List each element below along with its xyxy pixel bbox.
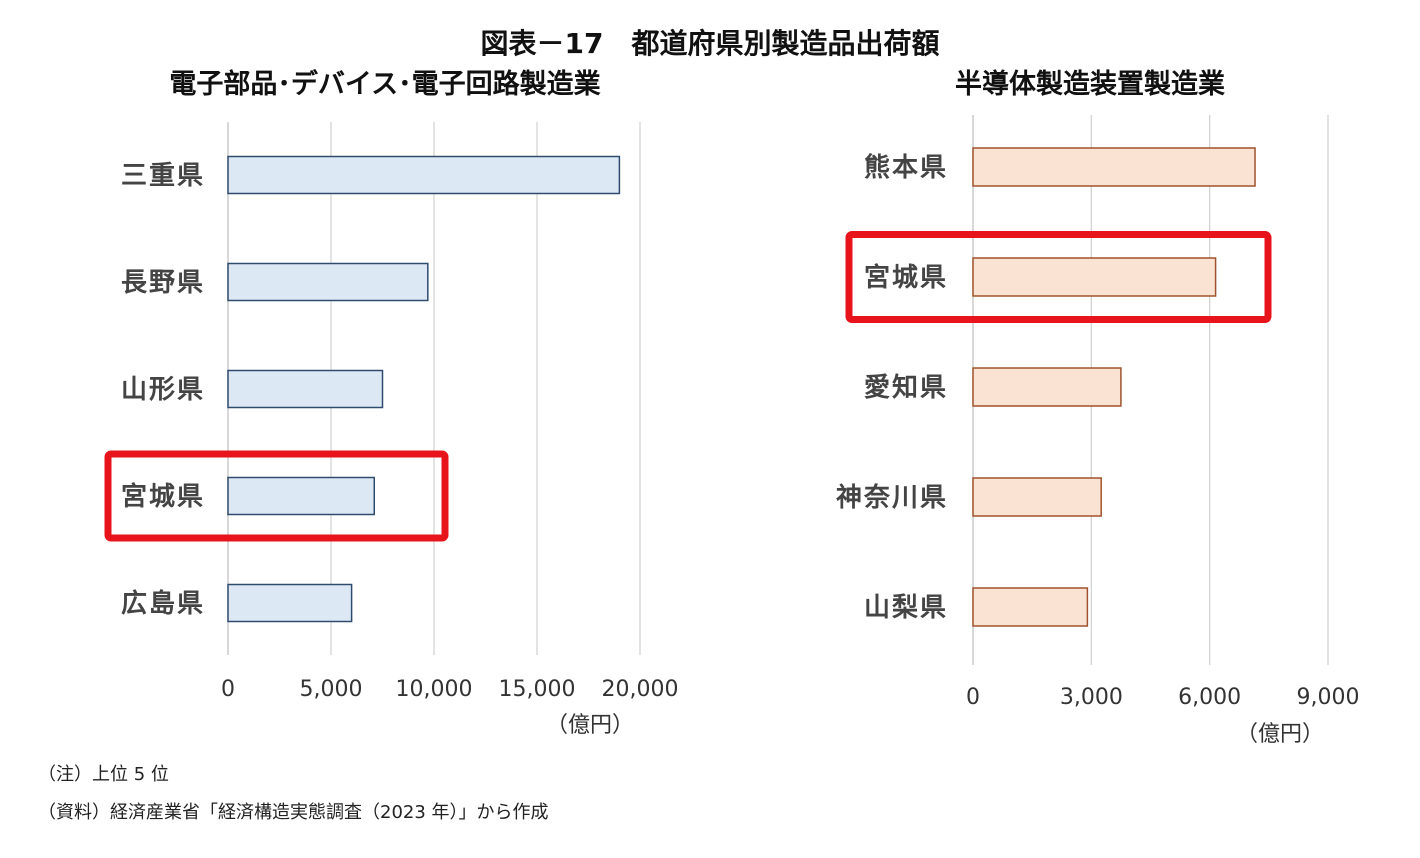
x-tick-label: 10,000	[396, 677, 473, 702]
footnote: （注）上位 5 位	[38, 764, 169, 785]
bar	[227, 262, 429, 302]
unit-label: （億円）	[546, 713, 634, 738]
highlight-box	[845, 231, 1272, 323]
bar	[972, 477, 1102, 517]
right-chart-title: 半導体製造装置製造業	[955, 69, 1225, 100]
x-tick-label: 0	[966, 685, 980, 710]
bar	[227, 583, 353, 623]
category-label: 宮城県	[121, 481, 205, 512]
bar	[972, 257, 1217, 297]
category-label: 愛知県	[864, 373, 948, 403]
category-label: 山形県	[121, 375, 205, 405]
figure-title: 図表－17 都道府県別製造品出荷額	[480, 27, 940, 60]
bar	[972, 147, 1256, 187]
bar	[227, 155, 621, 195]
category-label: 広島県	[121, 588, 205, 619]
source-note: （資料）経済産業省「経済構造実態調査（2023 年）」から作成	[38, 802, 549, 823]
x-tick-label: 9,000	[1297, 685, 1360, 710]
category-label: 三重県	[121, 161, 205, 191]
x-tick-label: 6,000	[1178, 685, 1241, 710]
category-label: 山梨県	[864, 593, 948, 623]
category-label: 神奈川県	[836, 483, 948, 513]
category-label: 宮城県	[864, 262, 948, 293]
x-tick-label: 15,000	[499, 677, 576, 702]
x-tick-label: 0	[221, 677, 235, 702]
x-tick-label: 3,000	[1060, 685, 1123, 710]
bar	[227, 369, 384, 409]
bar	[972, 367, 1122, 407]
x-tick-label: 20,000	[602, 677, 679, 702]
bar	[972, 587, 1089, 627]
highlight-box	[104, 450, 449, 542]
bar	[227, 476, 376, 516]
left-bar-chart: 0 5,000 10,000 15,000 20,000 （億円） 三重県長野県山形県宮城県…	[104, 122, 679, 738]
x-tick-label: 5,000	[300, 677, 363, 702]
category-label: 熊本県	[864, 152, 948, 183]
left-chart-title: 電子部品･デバイス･電子回路製造業	[169, 69, 601, 100]
unit-label: （億円）	[1236, 722, 1324, 747]
category-label: 長野県	[121, 268, 205, 298]
